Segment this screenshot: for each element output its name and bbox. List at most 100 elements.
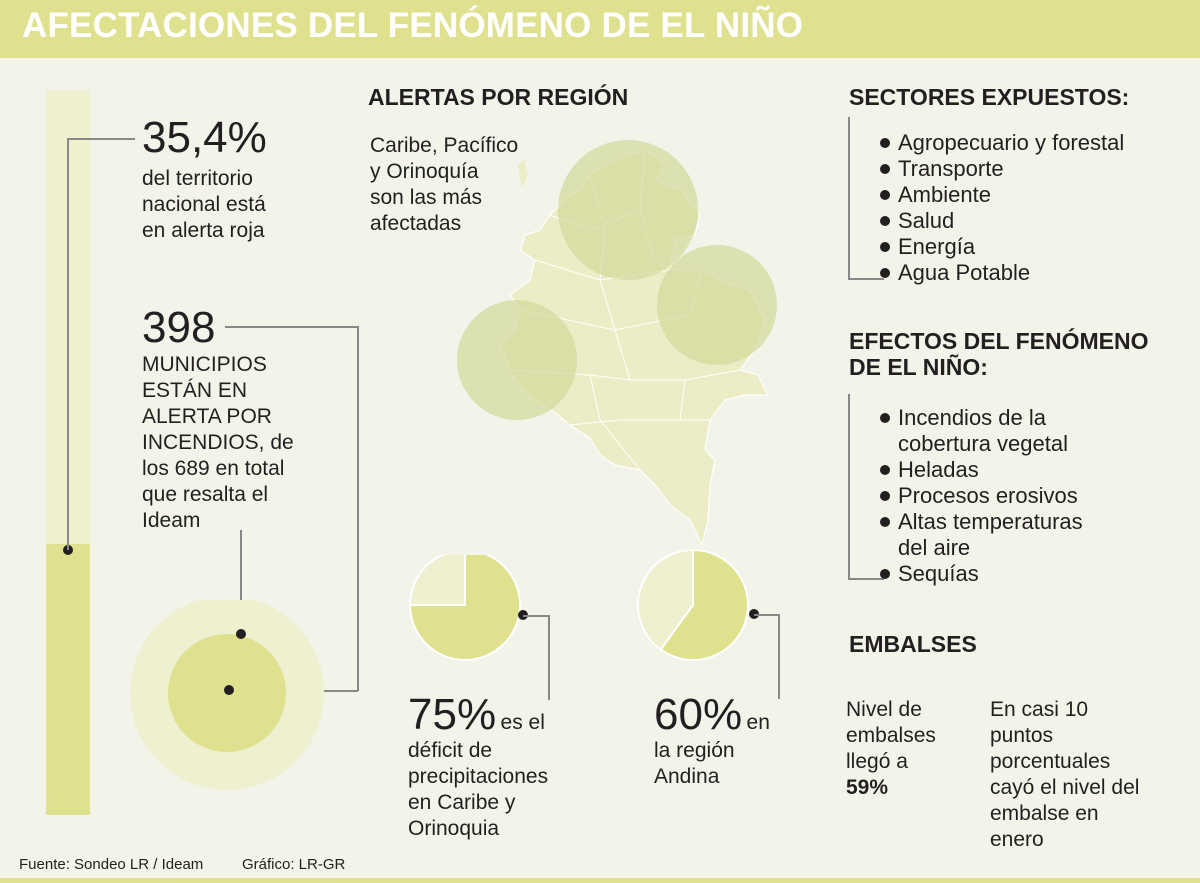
sectores-bracket-bottom bbox=[848, 278, 884, 280]
municipios-line: ESTÁN EN bbox=[142, 379, 248, 402]
deficit-line: en Caribe y bbox=[408, 791, 516, 814]
alertas-line: son las más bbox=[370, 186, 483, 209]
deficit-block: 75% es el déficit de precipitaciones en … bbox=[408, 692, 608, 842]
region-circle-pacifico bbox=[457, 300, 577, 420]
andina-line: Andina bbox=[654, 765, 720, 788]
sector-item: Energía bbox=[880, 234, 1124, 260]
sector-label: Salud bbox=[898, 208, 955, 233]
territory-connector-horizontal bbox=[67, 138, 135, 140]
island bbox=[518, 160, 528, 188]
municipios-stub-marker bbox=[236, 629, 246, 639]
municipios-line: INCENDIOS, de bbox=[142, 431, 294, 454]
sector-label: Agropecuario y forestal bbox=[898, 130, 1125, 155]
territory-pct: 35,4% bbox=[142, 113, 267, 162]
territory-text: del territorio nacional está en alerta r… bbox=[142, 166, 362, 244]
embalses-left: Nivel de embalses llegó a 59% bbox=[846, 697, 936, 801]
alertas-line: y Orinoquía bbox=[370, 160, 479, 183]
region-circle-caribe bbox=[558, 140, 698, 280]
title-bar bbox=[0, 0, 1200, 58]
page-title: AFECTACIONES DEL FENÓMENO DE EL NIÑO bbox=[22, 6, 804, 45]
footer-credit: Gráfico: LR-GR bbox=[242, 856, 346, 873]
bullet-icon bbox=[880, 242, 890, 252]
andina-pie-chart bbox=[637, 550, 759, 661]
andina-first-line: 60% en bbox=[654, 692, 854, 738]
territory-line: nacional está bbox=[142, 193, 266, 216]
bullet-icon bbox=[880, 413, 890, 423]
municipios-line: Ideam bbox=[142, 509, 201, 532]
municipios-marker bbox=[224, 685, 234, 695]
efecto-label-2: cobertura vegetal bbox=[898, 431, 1068, 456]
efecto-label: Procesos erosivos bbox=[898, 483, 1078, 508]
municipios-number: 398 bbox=[142, 303, 216, 352]
sectores-bracket bbox=[848, 117, 850, 279]
efecto-label: Sequías bbox=[898, 561, 979, 586]
municipios-line: los 689 en total bbox=[142, 457, 285, 480]
sector-label: Agua Potable bbox=[898, 260, 1031, 285]
andina-block: 60% en la región Andina bbox=[654, 692, 854, 790]
embalses-right-line: cayó el nivel del bbox=[990, 776, 1140, 799]
embalses-left-line: embalses bbox=[846, 724, 936, 747]
bullet-icon bbox=[880, 465, 890, 475]
efectos-heading-line: EFECTOS DEL FENÓMENO bbox=[849, 328, 1149, 354]
deficit-pie-slice-1 bbox=[408, 555, 466, 606]
sector-item: Agua Potable bbox=[880, 260, 1124, 286]
footer-source: Fuente: Sondeo LR / Ideam bbox=[19, 856, 204, 873]
footer-bar bbox=[0, 878, 1200, 883]
embalses-right-line: enero bbox=[990, 828, 1044, 851]
municipios-connector-stub bbox=[240, 530, 242, 634]
efecto-item: Procesos erosivos bbox=[880, 483, 1083, 509]
municipios-connector-side bbox=[357, 326, 359, 691]
deficit-first-line: 75% es el bbox=[408, 692, 608, 738]
andina-connector-h bbox=[754, 614, 779, 616]
deficit-pct: 75% bbox=[408, 690, 497, 739]
sector-item: Agropecuario y forestal bbox=[880, 130, 1124, 156]
embalses-value: 59% bbox=[846, 776, 889, 799]
efectos-bracket-bottom bbox=[848, 578, 884, 580]
territory-line: del territorio bbox=[142, 167, 253, 190]
efecto-item: Altas temperaturas del aire bbox=[880, 509, 1083, 561]
efectos-bracket bbox=[848, 394, 850, 579]
sector-label: Energía bbox=[898, 234, 976, 259]
efecto-label-2: del aire bbox=[898, 535, 971, 560]
andina-pie-slice-0 bbox=[659, 550, 749, 661]
alertas-text: Caribe, Pacífico y Orinoquía son las más… bbox=[370, 133, 518, 237]
sector-label: Transporte bbox=[898, 156, 1004, 181]
territory-bar-marker bbox=[63, 545, 73, 555]
efecto-label: Heladas bbox=[898, 457, 979, 482]
deficit-pie-chart bbox=[408, 555, 528, 661]
deficit-inline: es el bbox=[500, 711, 545, 734]
deficit-connector-h bbox=[523, 615, 549, 617]
deficit-pie-slice-0 bbox=[408, 555, 521, 661]
deficit-connector-v bbox=[548, 615, 550, 700]
municipios-line: ALERTA POR bbox=[142, 405, 272, 428]
bullet-icon bbox=[880, 517, 890, 527]
municipios-line: MUNICIPIOS bbox=[142, 353, 267, 376]
efecto-item: Heladas bbox=[880, 457, 1083, 483]
municipios-text: MUNICIPIOS ESTÁN EN ALERTA POR INCENDIOS… bbox=[142, 352, 362, 534]
territory-connector-vertical bbox=[67, 138, 69, 550]
embalses-heading: EMBALSES bbox=[849, 631, 977, 657]
sector-label: Ambiente bbox=[898, 182, 991, 207]
embalses-left-line: llegó a bbox=[846, 750, 908, 773]
sector-item: Transporte bbox=[880, 156, 1124, 182]
bullet-icon bbox=[880, 569, 890, 579]
embalses-right-line: En casi 10 bbox=[990, 698, 1089, 721]
region-circle-orinoquia bbox=[657, 245, 777, 365]
embalses-right-line: embalse en bbox=[990, 802, 1099, 825]
bullet-icon bbox=[880, 190, 890, 200]
embalses-right-line: puntos bbox=[990, 724, 1054, 747]
sectores-list: Agropecuario y forestal Transporte Ambie… bbox=[880, 130, 1124, 286]
deficit-line: precipitaciones bbox=[408, 765, 549, 788]
alertas-line: afectadas bbox=[370, 212, 462, 235]
bullet-icon bbox=[880, 164, 890, 174]
andina-inline: en bbox=[746, 711, 770, 734]
sector-item: Ambiente bbox=[880, 182, 1124, 208]
bullet-icon bbox=[880, 216, 890, 226]
andina-line: la región bbox=[654, 739, 735, 762]
efecto-item: Incendios de la cobertura vegetal bbox=[880, 405, 1083, 457]
efecto-item: Sequías bbox=[880, 561, 1083, 587]
alertas-line: Caribe, Pacífico bbox=[370, 134, 519, 157]
bullet-icon bbox=[880, 268, 890, 278]
andina-connector-v bbox=[778, 614, 780, 699]
alertas-heading: ALERTAS POR REGIÓN bbox=[368, 84, 629, 110]
